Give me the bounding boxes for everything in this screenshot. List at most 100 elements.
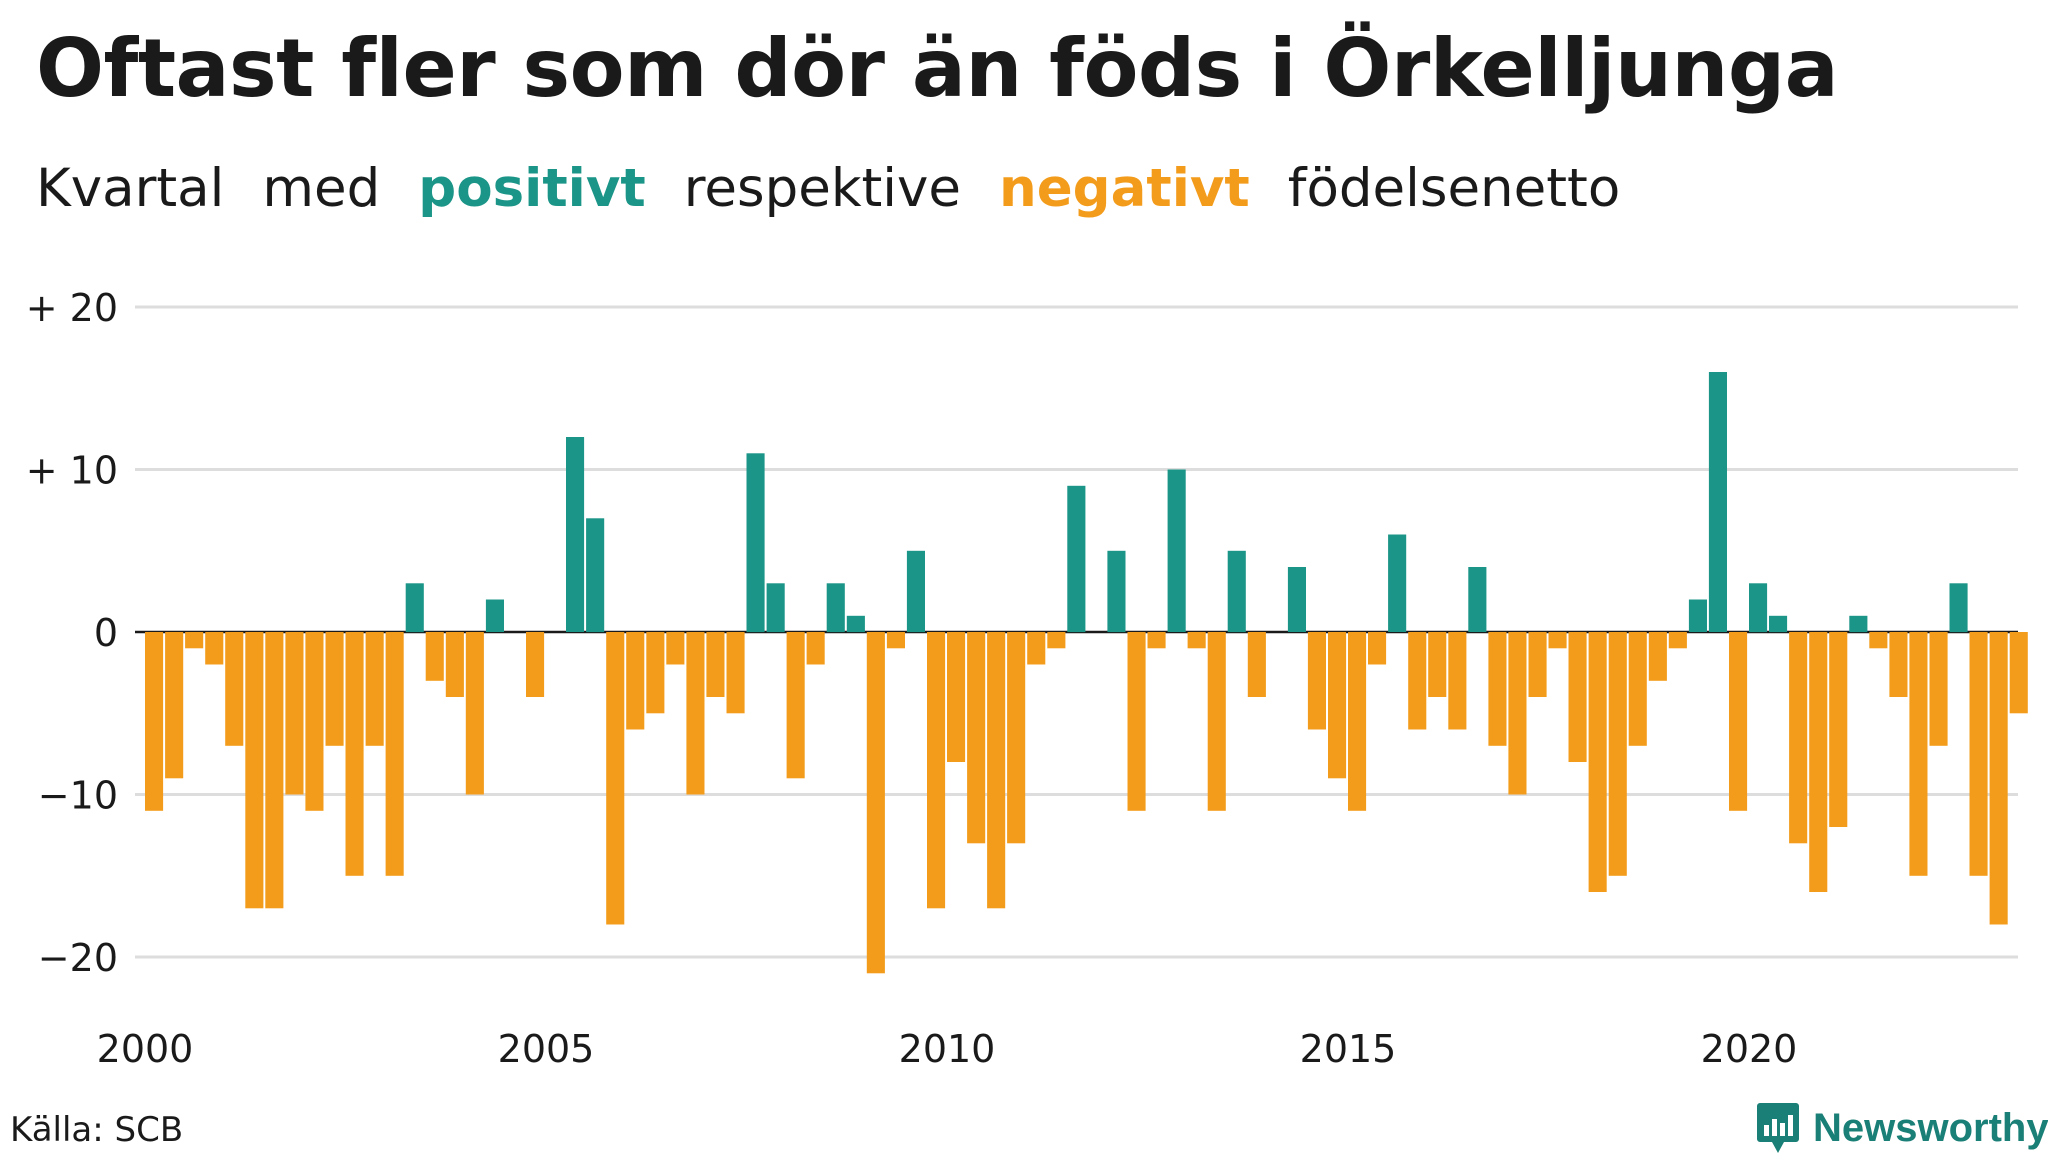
x-tick-label: 2010 <box>899 1027 996 1071</box>
bar-negative <box>345 632 364 876</box>
bar-negative <box>1408 632 1427 730</box>
bar-negative <box>1648 632 1667 681</box>
legend-positive: positivt <box>418 158 646 219</box>
bar-negative <box>1127 632 1146 811</box>
bar-negative <box>305 632 324 811</box>
bar-negative <box>806 632 825 665</box>
bar-negative <box>465 632 484 795</box>
bar-negative <box>646 632 665 714</box>
bar-negative <box>1508 632 1527 795</box>
y-tick-label: + 20 <box>26 286 118 330</box>
bar-positive <box>746 453 765 633</box>
bar-negative <box>1047 632 1066 649</box>
bar-negative <box>967 632 986 844</box>
y-tick-label: −10 <box>38 774 118 818</box>
bar-negative <box>365 632 384 746</box>
source-note: Källa: SCB <box>10 1110 184 1150</box>
bar-negative <box>1147 632 1166 649</box>
x-tick-label: 2005 <box>498 1027 595 1071</box>
bar-negative <box>1729 632 1748 811</box>
bar-negative <box>1548 632 1567 649</box>
bar-negative <box>1608 632 1627 876</box>
bar-positive <box>1708 372 1727 632</box>
bar-negative <box>1588 632 1607 892</box>
bar-negative <box>265 632 284 909</box>
bar-negative <box>2009 632 2028 714</box>
bar-positive <box>1067 485 1086 633</box>
bar-negative <box>1989 632 2008 925</box>
bar-positive <box>1388 534 1407 632</box>
bar-negative <box>1007 632 1026 844</box>
bar-positive <box>1107 550 1126 633</box>
bar-positive <box>1849 615 1868 633</box>
bar-positive <box>1287 567 1306 632</box>
bar-positive <box>906 550 925 633</box>
bar-negative <box>1428 632 1447 697</box>
bar-positive <box>566 437 585 632</box>
bar-positive <box>1688 599 1707 632</box>
bar-positive <box>1227 550 1246 633</box>
bar-negative <box>886 632 905 649</box>
bar-negative <box>1368 632 1387 665</box>
bar-positive <box>826 583 845 633</box>
bar-negative <box>1829 632 1848 827</box>
subtitle-word-fodelsenetto: födelsenetto <box>1287 158 1621 219</box>
bar-negative <box>1307 632 1326 730</box>
bar-negative <box>1869 632 1888 649</box>
x-tick-label: 2015 <box>1300 1027 1397 1071</box>
bar-positive <box>766 583 785 633</box>
brand: Newsworthy <box>1755 1098 2048 1158</box>
bar-negative <box>1628 632 1647 746</box>
bar-negative <box>1809 632 1828 892</box>
bar-positive <box>405 583 424 633</box>
bar-chart: + 20 + 10 0 −10 −20 2000 2005 2010 2015 2020 <box>26 286 2028 1071</box>
bar-negative <box>1027 632 1046 665</box>
bar-negative <box>425 632 444 681</box>
bar-negative <box>165 632 184 779</box>
bar-negative <box>987 632 1006 909</box>
bar-negative <box>1448 632 1467 730</box>
bar-negative <box>1187 632 1206 649</box>
bar-negative <box>1328 632 1347 779</box>
newsworthy-logo-icon <box>1757 1103 1799 1153</box>
bar-negative <box>1909 632 1928 876</box>
bar-negative <box>726 632 745 714</box>
bar-negative <box>245 632 264 909</box>
bar-negative <box>225 632 244 746</box>
bar-positive <box>1769 615 1788 633</box>
bar-negative <box>285 632 304 795</box>
bar-negative <box>1568 632 1587 762</box>
bar-negative <box>1528 632 1547 697</box>
bar-negative <box>385 632 404 876</box>
bar-negative <box>1889 632 1908 697</box>
bar-negative <box>786 632 805 779</box>
bar-negative <box>1929 632 1948 746</box>
bar-positive <box>1167 469 1186 632</box>
bar-positive <box>1949 583 1968 633</box>
subtitle-word-kvartal: Kvartal <box>36 158 225 219</box>
bar-negative <box>866 632 885 974</box>
bar-negative <box>666 632 685 665</box>
bar-negative <box>1668 632 1687 649</box>
bar-negative <box>1348 632 1367 811</box>
y-tick-label: −20 <box>38 936 118 980</box>
x-tick-label: 2000 <box>97 1027 194 1071</box>
bar-positive <box>485 599 504 632</box>
bar-negative <box>145 632 164 811</box>
bar-negative <box>927 632 946 909</box>
bar-negative <box>686 632 705 795</box>
bar-negative <box>526 632 545 697</box>
bar-negative <box>185 632 204 649</box>
bar-negative <box>1247 632 1266 697</box>
x-tick-label: 2020 <box>1701 1027 1798 1071</box>
bar-negative <box>1207 632 1226 811</box>
y-tick-label: + 10 <box>26 449 118 493</box>
bar-negative <box>1789 632 1808 844</box>
bar-negative <box>947 632 966 762</box>
subtitle-word-med: med <box>262 158 381 219</box>
bar-negative <box>626 632 645 730</box>
bar-negative <box>1969 632 1988 876</box>
bar-positive <box>586 518 605 633</box>
bar-negative <box>205 632 224 665</box>
chart-title: Oftast fler som dör än föds i Örkelljung… <box>36 22 1839 115</box>
